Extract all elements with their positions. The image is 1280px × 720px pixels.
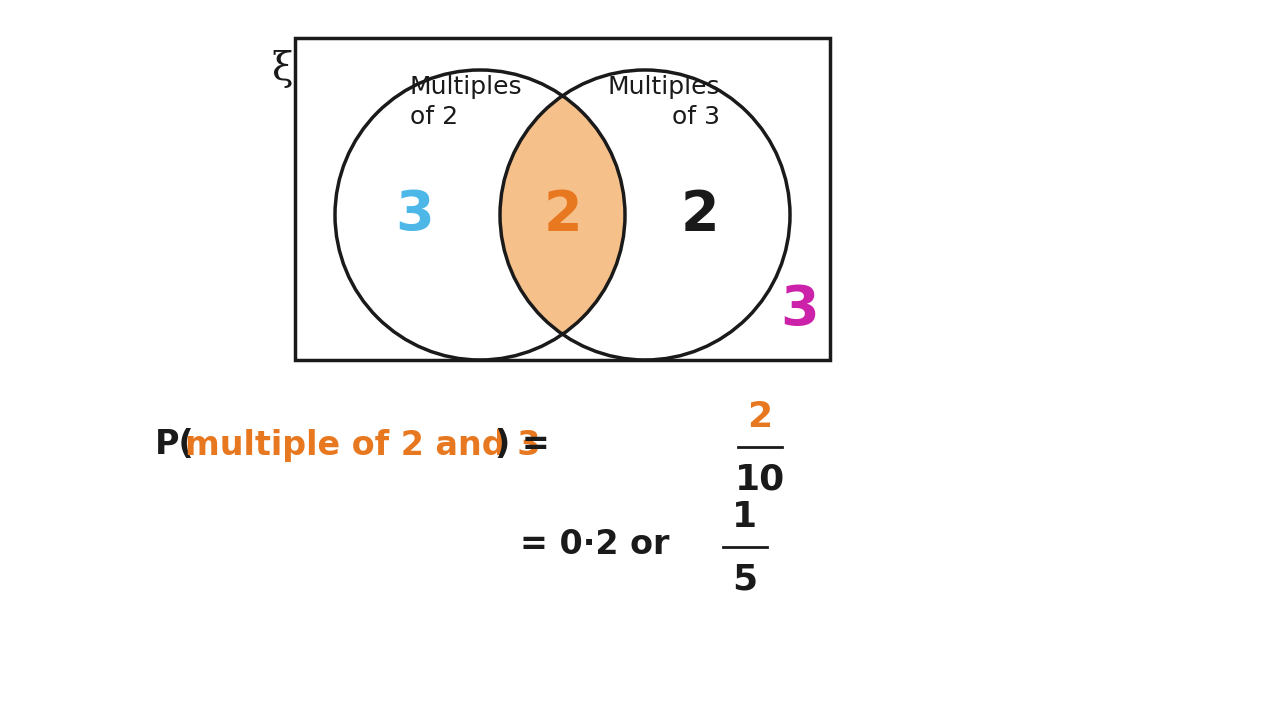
Text: 5: 5 xyxy=(732,562,758,596)
Text: 3: 3 xyxy=(396,188,434,242)
Text: 1: 1 xyxy=(732,500,758,534)
Text: 2: 2 xyxy=(681,188,719,242)
Text: 2: 2 xyxy=(748,400,773,434)
Text: multiple of 2 and 3: multiple of 2 and 3 xyxy=(186,428,540,462)
Text: ) =: ) = xyxy=(495,428,549,462)
Text: Multiples
of 3: Multiples of 3 xyxy=(608,75,719,129)
Polygon shape xyxy=(500,96,625,334)
Text: Multiples
of 2: Multiples of 2 xyxy=(410,75,522,129)
Text: P(: P( xyxy=(155,428,195,462)
Text: ξ: ξ xyxy=(271,50,293,88)
Text: = 0·2 or: = 0·2 or xyxy=(520,528,669,562)
Text: 10: 10 xyxy=(735,462,785,496)
Text: 3: 3 xyxy=(781,283,819,337)
Text: 2: 2 xyxy=(544,188,582,242)
